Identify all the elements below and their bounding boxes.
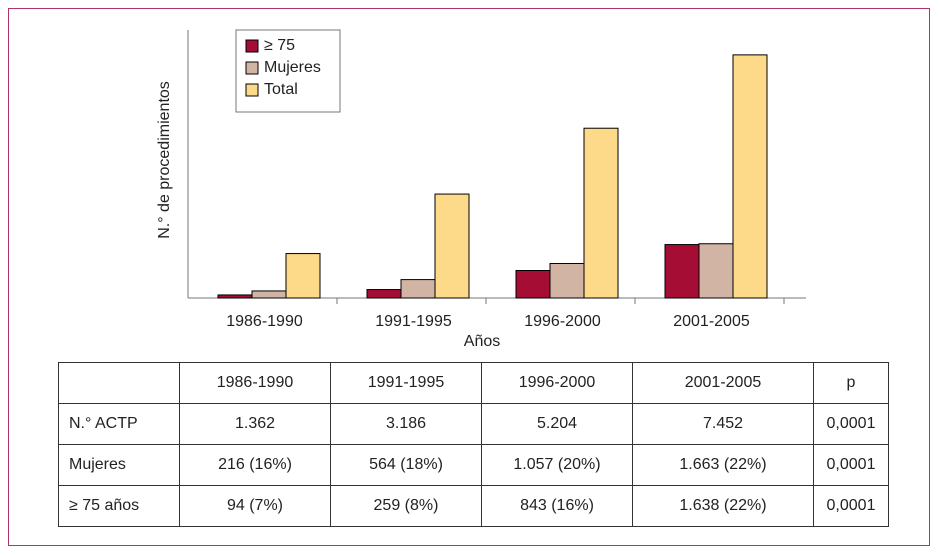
table-cell: 1.057 (20%) <box>481 444 633 486</box>
bar <box>583 127 619 299</box>
header-row: 1986-1990 1991-1995 1996-2000 2001-2005 p <box>58 362 889 404</box>
bar <box>434 193 470 299</box>
legend-label: Mujeres <box>264 59 321 76</box>
bar <box>366 289 402 299</box>
data-table: 1986-1990 1991-1995 1996-2000 2001-2005 p N.… <box>58 362 889 527</box>
bar <box>664 244 700 299</box>
x-tick-label: 2001-2005 <box>673 313 750 330</box>
table-cell: 7.452 <box>632 403 814 445</box>
bar <box>732 54 768 299</box>
x-tick-label: 1991-1995 <box>375 313 452 330</box>
table-row: ≥ 75 años 94 (7%) 259 (8%) 843 (16%) 1.638 (… <box>58 485 889 527</box>
table-cell: 564 (18%) <box>330 444 482 486</box>
legend-label: ≥ 75 <box>264 37 295 54</box>
bar <box>251 290 287 299</box>
table-cell: 1.362 <box>179 403 331 445</box>
legend-swatch <box>245 83 259 97</box>
table-cell: 0,0001 <box>813 403 889 445</box>
bar <box>400 279 436 299</box>
x-tick-label: 1986-1990 <box>226 313 303 330</box>
table-cell: 5.204 <box>481 403 633 445</box>
header-cell: 1986-1990 <box>179 362 331 404</box>
table-cell: 3.186 <box>330 403 482 445</box>
row-label: Mujeres <box>58 444 180 486</box>
table-cell: 216 (16%) <box>179 444 331 486</box>
header-cell: p <box>813 362 889 404</box>
legend-label: Total <box>264 81 298 98</box>
table-cell: 94 (7%) <box>179 485 331 527</box>
bar <box>549 263 585 299</box>
bar <box>515 269 551 299</box>
table-cell: 1.663 (22%) <box>632 444 814 486</box>
bar <box>285 253 321 299</box>
table-cell: 0,0001 <box>813 444 889 486</box>
table-cell: 259 (8%) <box>330 485 482 527</box>
row-label: ≥ 75 años <box>58 485 180 527</box>
legend-swatch <box>245 61 259 75</box>
table-cell: 0,0001 <box>813 485 889 527</box>
corner-cell <box>58 362 180 404</box>
frame <box>8 8 930 546</box>
table-row: N.° ACTP 1.362 3.186 5.204 7.452 0,0001 <box>58 403 889 445</box>
row-label: N.° ACTP <box>58 403 180 445</box>
header-cell: 1996-2000 <box>481 362 633 404</box>
table-cell: 843 (16%) <box>481 485 633 527</box>
x-axis-label: Años <box>464 333 500 350</box>
header-cell: 2001-2005 <box>632 362 814 404</box>
x-tick-label: 1996-2000 <box>524 313 601 330</box>
table-cell: 1.638 (22%) <box>632 485 814 527</box>
bar <box>217 294 253 299</box>
bar <box>698 243 734 299</box>
table-row: Mujeres 216 (16%) 564 (18%) 1.057 (20%) 1.66… <box>58 444 889 486</box>
legend-swatch <box>245 39 259 53</box>
header-cell: 1991-1995 <box>330 362 482 404</box>
y-axis-label: N.° de procedimientos <box>156 81 173 239</box>
